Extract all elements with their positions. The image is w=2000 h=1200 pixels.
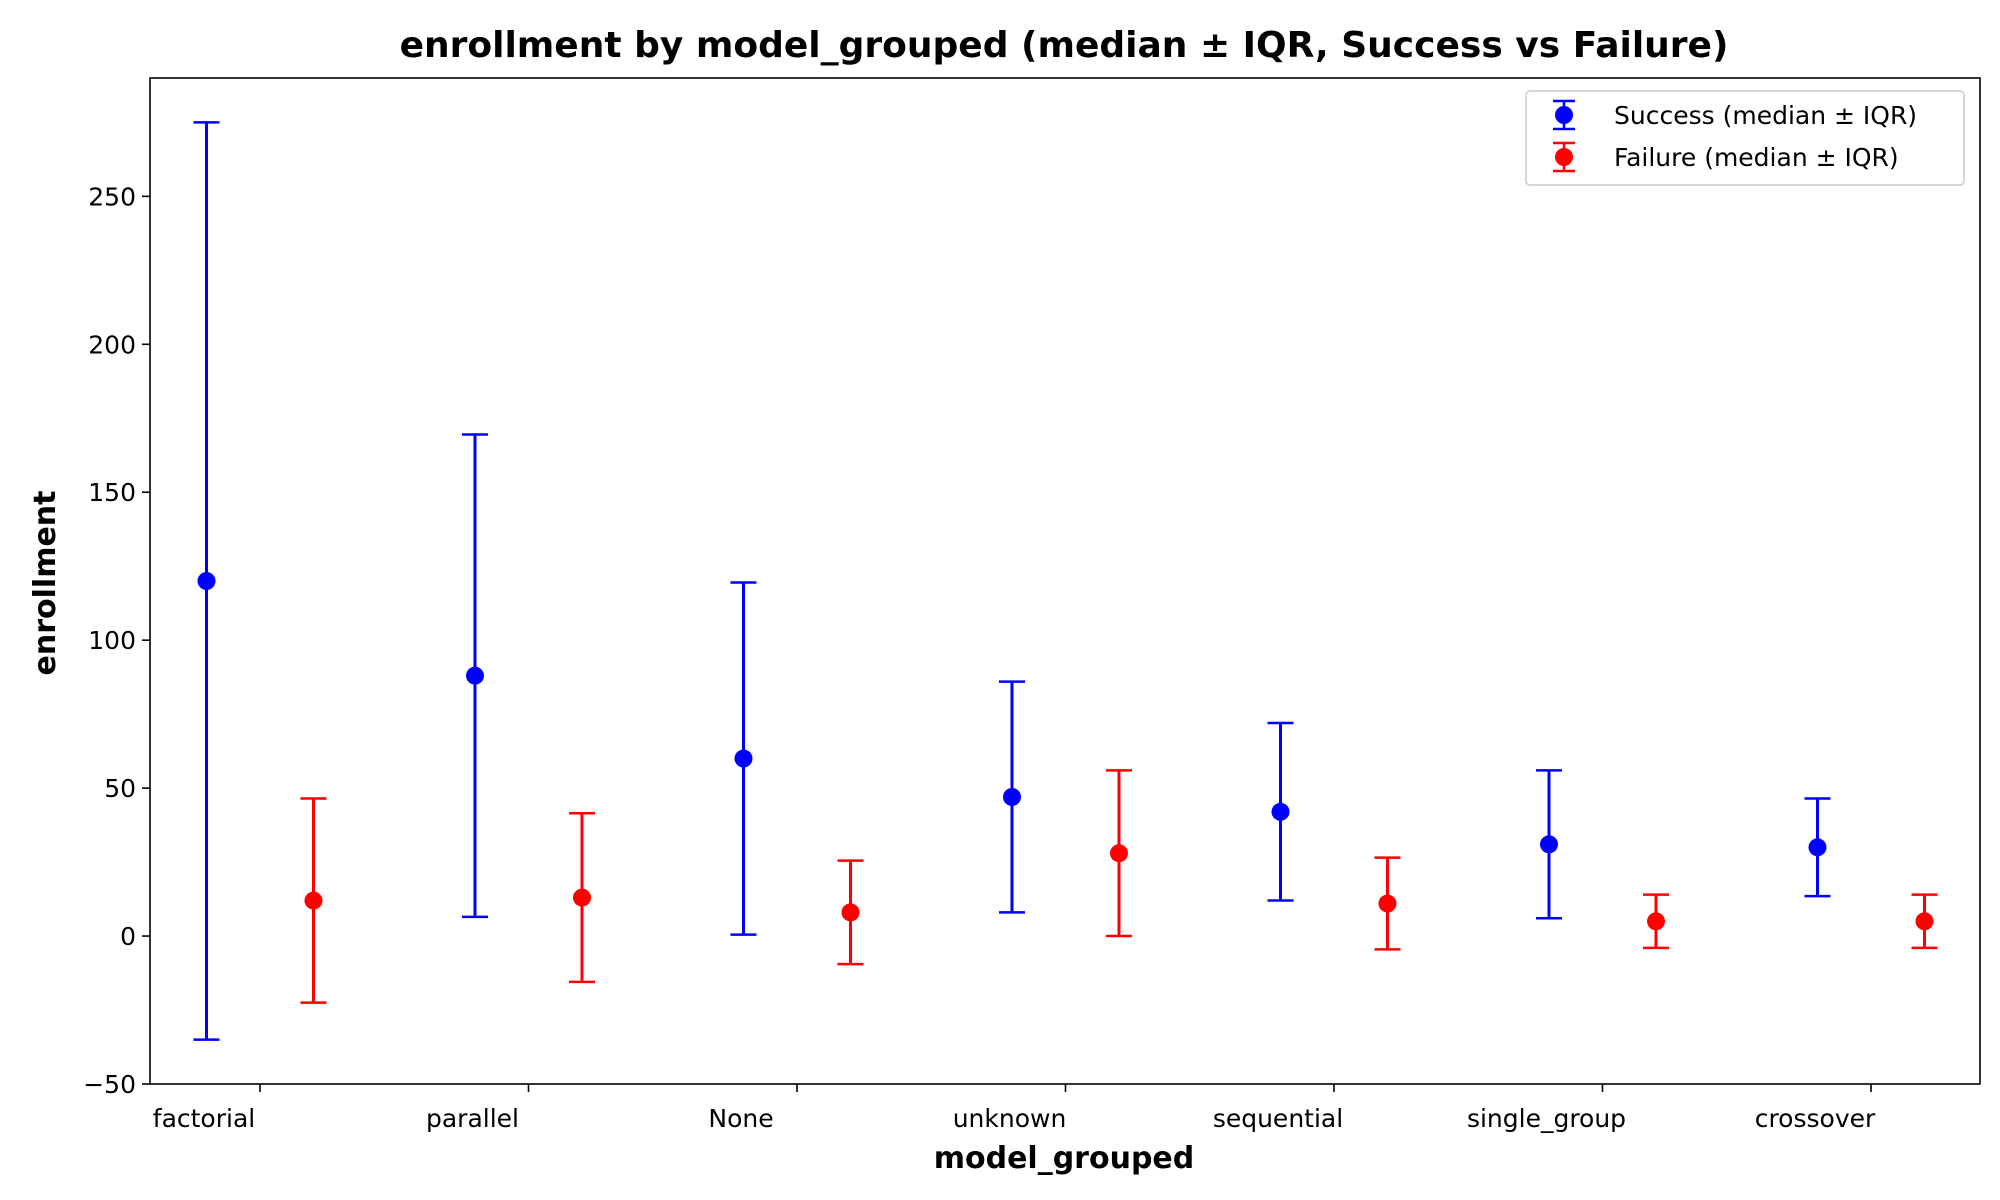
legend-box xyxy=(1525,90,1965,186)
x-tick-label: single_group xyxy=(1467,1104,1626,1133)
median-point xyxy=(1110,844,1128,863)
legend-label-failure: Failure (median ± IQR) xyxy=(1614,143,1899,172)
median-point xyxy=(197,572,216,590)
y-tick-label: −50 xyxy=(83,1070,136,1099)
legend-label-success: Success (median ± IQR) xyxy=(1614,101,1917,130)
median-point xyxy=(1378,894,1397,913)
median-point xyxy=(304,891,323,910)
chart-title: enrollment by model_grouped (median ± IQ… xyxy=(400,25,1729,66)
x-axis: factorial parallel None unknown sequential si… xyxy=(153,1084,1876,1133)
x-tick-label: None xyxy=(708,1104,773,1133)
median-point xyxy=(841,903,860,922)
y-axis: −50 0 50 100 150 200 250 xyxy=(83,182,150,1099)
y-tick-label: 200 xyxy=(88,330,136,359)
series-failure xyxy=(300,769,1938,1004)
y-tick-label: 0 xyxy=(120,922,136,951)
y-axis-label: enrollment xyxy=(28,491,63,676)
y-tick-label: 250 xyxy=(88,182,136,211)
legend-marker-failure xyxy=(1555,148,1573,166)
legend: Success (median ± IQR) Failure (median ±… xyxy=(1525,90,1965,186)
median-point xyxy=(466,666,484,685)
x-axis-label: model_grouped xyxy=(934,1141,1195,1176)
x-tick-label: parallel xyxy=(426,1104,519,1133)
median-point xyxy=(734,749,753,768)
median-point xyxy=(1647,912,1665,931)
median-point xyxy=(1808,838,1827,857)
x-tick-label: factorial xyxy=(153,1104,255,1133)
x-tick-label: crossover xyxy=(1755,1104,1876,1133)
y-tick-label: 150 xyxy=(88,478,136,507)
plot-area xyxy=(149,77,1981,1085)
series-layer xyxy=(193,121,1938,1041)
legend-item-success: Success (median ± IQR) xyxy=(1553,99,1917,131)
x-tick-label: sequential xyxy=(1213,1104,1343,1133)
y-tick-label: 50 xyxy=(104,774,136,803)
series-success xyxy=(193,121,1831,1041)
median-point xyxy=(1540,835,1558,854)
legend-marker-success xyxy=(1555,106,1573,124)
legend-item-failure: Failure (median ± IQR) xyxy=(1553,141,1899,173)
median-point xyxy=(1003,787,1021,806)
median-point xyxy=(573,888,591,907)
y-tick-label: 100 xyxy=(88,626,136,655)
x-tick-label: unknown xyxy=(953,1104,1067,1133)
median-point xyxy=(1271,802,1290,821)
median-point xyxy=(1915,912,1934,931)
